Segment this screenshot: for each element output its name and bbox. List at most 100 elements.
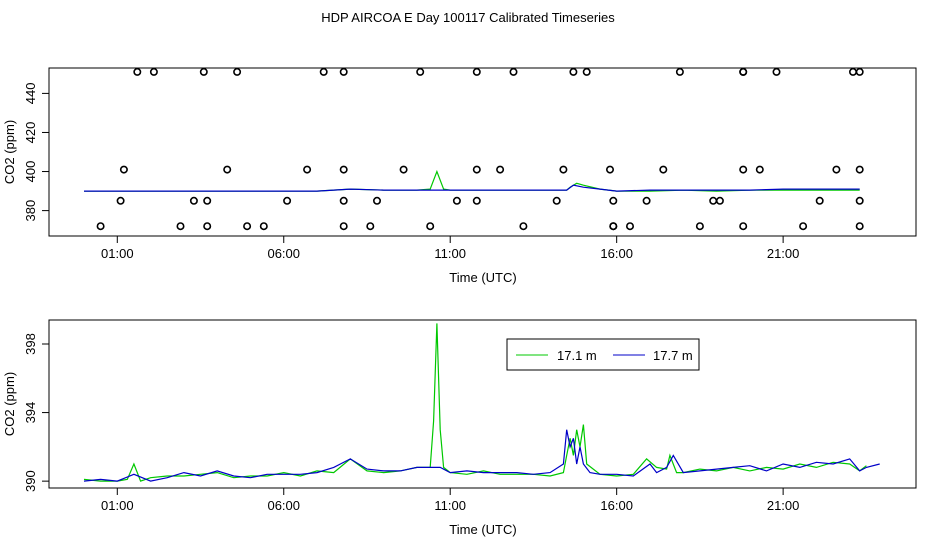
calibration-marker <box>259 222 268 231</box>
panel-bottom-y-axis: 390 394 398 <box>23 333 49 492</box>
x-tick-label: 11:00 <box>434 246 466 261</box>
panel-bottom: 01:00 06:00 11:00 16:00 21:00 390 394 398 Time… <box>2 319 917 537</box>
series-1 <box>84 184 860 192</box>
calibration-marker <box>189 196 198 205</box>
calibration-marker <box>176 222 185 231</box>
calibration-marker <box>399 165 408 174</box>
calibration-marker <box>339 196 348 205</box>
series-0 <box>84 169 860 192</box>
calibration-marker <box>339 222 348 231</box>
panel-bottom-x-axis: 01:00 06:00 11:00 16:00 21:00 <box>101 488 799 513</box>
calibration-marker <box>855 165 864 174</box>
calibration-marker <box>855 222 864 231</box>
calibration-marker <box>739 67 748 76</box>
legend-label-17-1m: 17.1 m <box>557 348 597 363</box>
panel-bottom-ylabel: CO2 (ppm) <box>2 372 17 436</box>
calibration-marker <box>96 222 105 231</box>
calibration-marker <box>199 67 208 76</box>
calibration-marker <box>149 67 158 76</box>
calibration-marker <box>203 222 212 231</box>
calibration-marker <box>605 165 614 174</box>
panel-top-y-axis: 380 400 420 440 <box>23 83 49 222</box>
calibration-marker <box>366 222 375 231</box>
y-tick-label: 394 <box>23 402 38 424</box>
x-tick-label: 01:00 <box>101 498 134 513</box>
x-tick-label: 21:00 <box>767 246 800 261</box>
calibration-marker <box>832 165 841 174</box>
x-tick-label: 01:00 <box>101 246 134 261</box>
calibration-marker <box>642 196 651 205</box>
calibration-marker <box>233 67 242 76</box>
calibration-marker <box>426 222 435 231</box>
calibration-marker <box>509 67 518 76</box>
y-tick-label: 380 <box>23 200 38 222</box>
figure-title: HDP AIRCOA E Day 100117 Calibrated Times… <box>321 10 615 25</box>
x-tick-label: 11:00 <box>434 498 466 513</box>
x-tick-label: 21:00 <box>767 498 800 513</box>
calibration-marker <box>625 222 634 231</box>
calibration-marker <box>559 165 568 174</box>
calibration-marker <box>799 222 808 231</box>
panel-top: 01:00 06:00 11:00 16:00 21:00 380 400 420 440 T… <box>2 67 917 285</box>
y-tick-label: 398 <box>23 333 38 355</box>
calibration-marker <box>319 67 328 76</box>
calibration-marker <box>472 165 481 174</box>
calibration-marker <box>739 222 748 231</box>
calibration-marker <box>283 196 292 205</box>
calibration-marker <box>452 196 461 205</box>
calibration-marker <box>119 165 128 174</box>
calibration-marker <box>709 196 718 205</box>
calibration-marker <box>116 196 125 205</box>
calibration-marker <box>815 196 824 205</box>
calibration-marker <box>243 222 252 231</box>
x-tick-label: 16:00 <box>600 498 633 513</box>
calibration-marker <box>303 165 312 174</box>
panel-top-xlabel: Time (UTC) <box>449 270 516 285</box>
legend: 17.1 m 17.7 m <box>506 338 700 371</box>
calibration-marker <box>609 222 618 231</box>
panel-top-series <box>84 169 860 192</box>
calibration-marker <box>496 165 505 174</box>
calibration-marker <box>519 222 528 231</box>
x-tick-label: 06:00 <box>267 498 300 513</box>
calibration-marker <box>609 196 618 205</box>
calibration-marker <box>739 165 748 174</box>
calibration-marker <box>372 196 381 205</box>
calibration-marker <box>715 196 724 205</box>
calibration-marker <box>772 67 781 76</box>
calibration-marker <box>223 165 232 174</box>
calibration-marker <box>582 67 591 76</box>
x-tick-label: 06:00 <box>267 246 300 261</box>
calibration-marker <box>416 67 425 76</box>
calibration-marker <box>675 67 684 76</box>
calibration-marker <box>339 165 348 174</box>
calibration-marker <box>133 67 142 76</box>
calibration-marker <box>695 222 704 231</box>
panel-top-markers <box>96 67 864 231</box>
series-17-7-m <box>83 429 880 482</box>
calibration-marker <box>755 165 764 174</box>
calibration-marker <box>339 67 348 76</box>
calibration-marker <box>472 67 481 76</box>
series-17-1-m <box>83 323 867 482</box>
panel-top-ylabel: CO2 (ppm) <box>2 120 17 184</box>
calibration-marker <box>855 196 864 205</box>
calibration-marker <box>472 196 481 205</box>
calibration-marker <box>848 67 857 76</box>
calibration-marker <box>552 196 561 205</box>
y-tick-label: 440 <box>23 83 38 105</box>
panel-bottom-frame <box>48 319 917 489</box>
calibration-marker <box>855 67 864 76</box>
x-tick-label: 16:00 <box>600 246 633 261</box>
legend-label-17-7m: 17.7 m <box>653 348 693 363</box>
calibration-marker <box>659 165 668 174</box>
panel-bottom-xlabel: Time (UTC) <box>449 522 516 537</box>
y-tick-label: 390 <box>23 470 38 492</box>
panel-top-x-axis: 01:00 06:00 11:00 16:00 21:00 <box>101 236 799 261</box>
panel-bottom-series <box>83 323 880 482</box>
calibration-marker <box>203 196 212 205</box>
panel-top-frame <box>48 67 917 237</box>
y-tick-label: 400 <box>23 161 38 183</box>
calibration-marker <box>569 67 578 76</box>
